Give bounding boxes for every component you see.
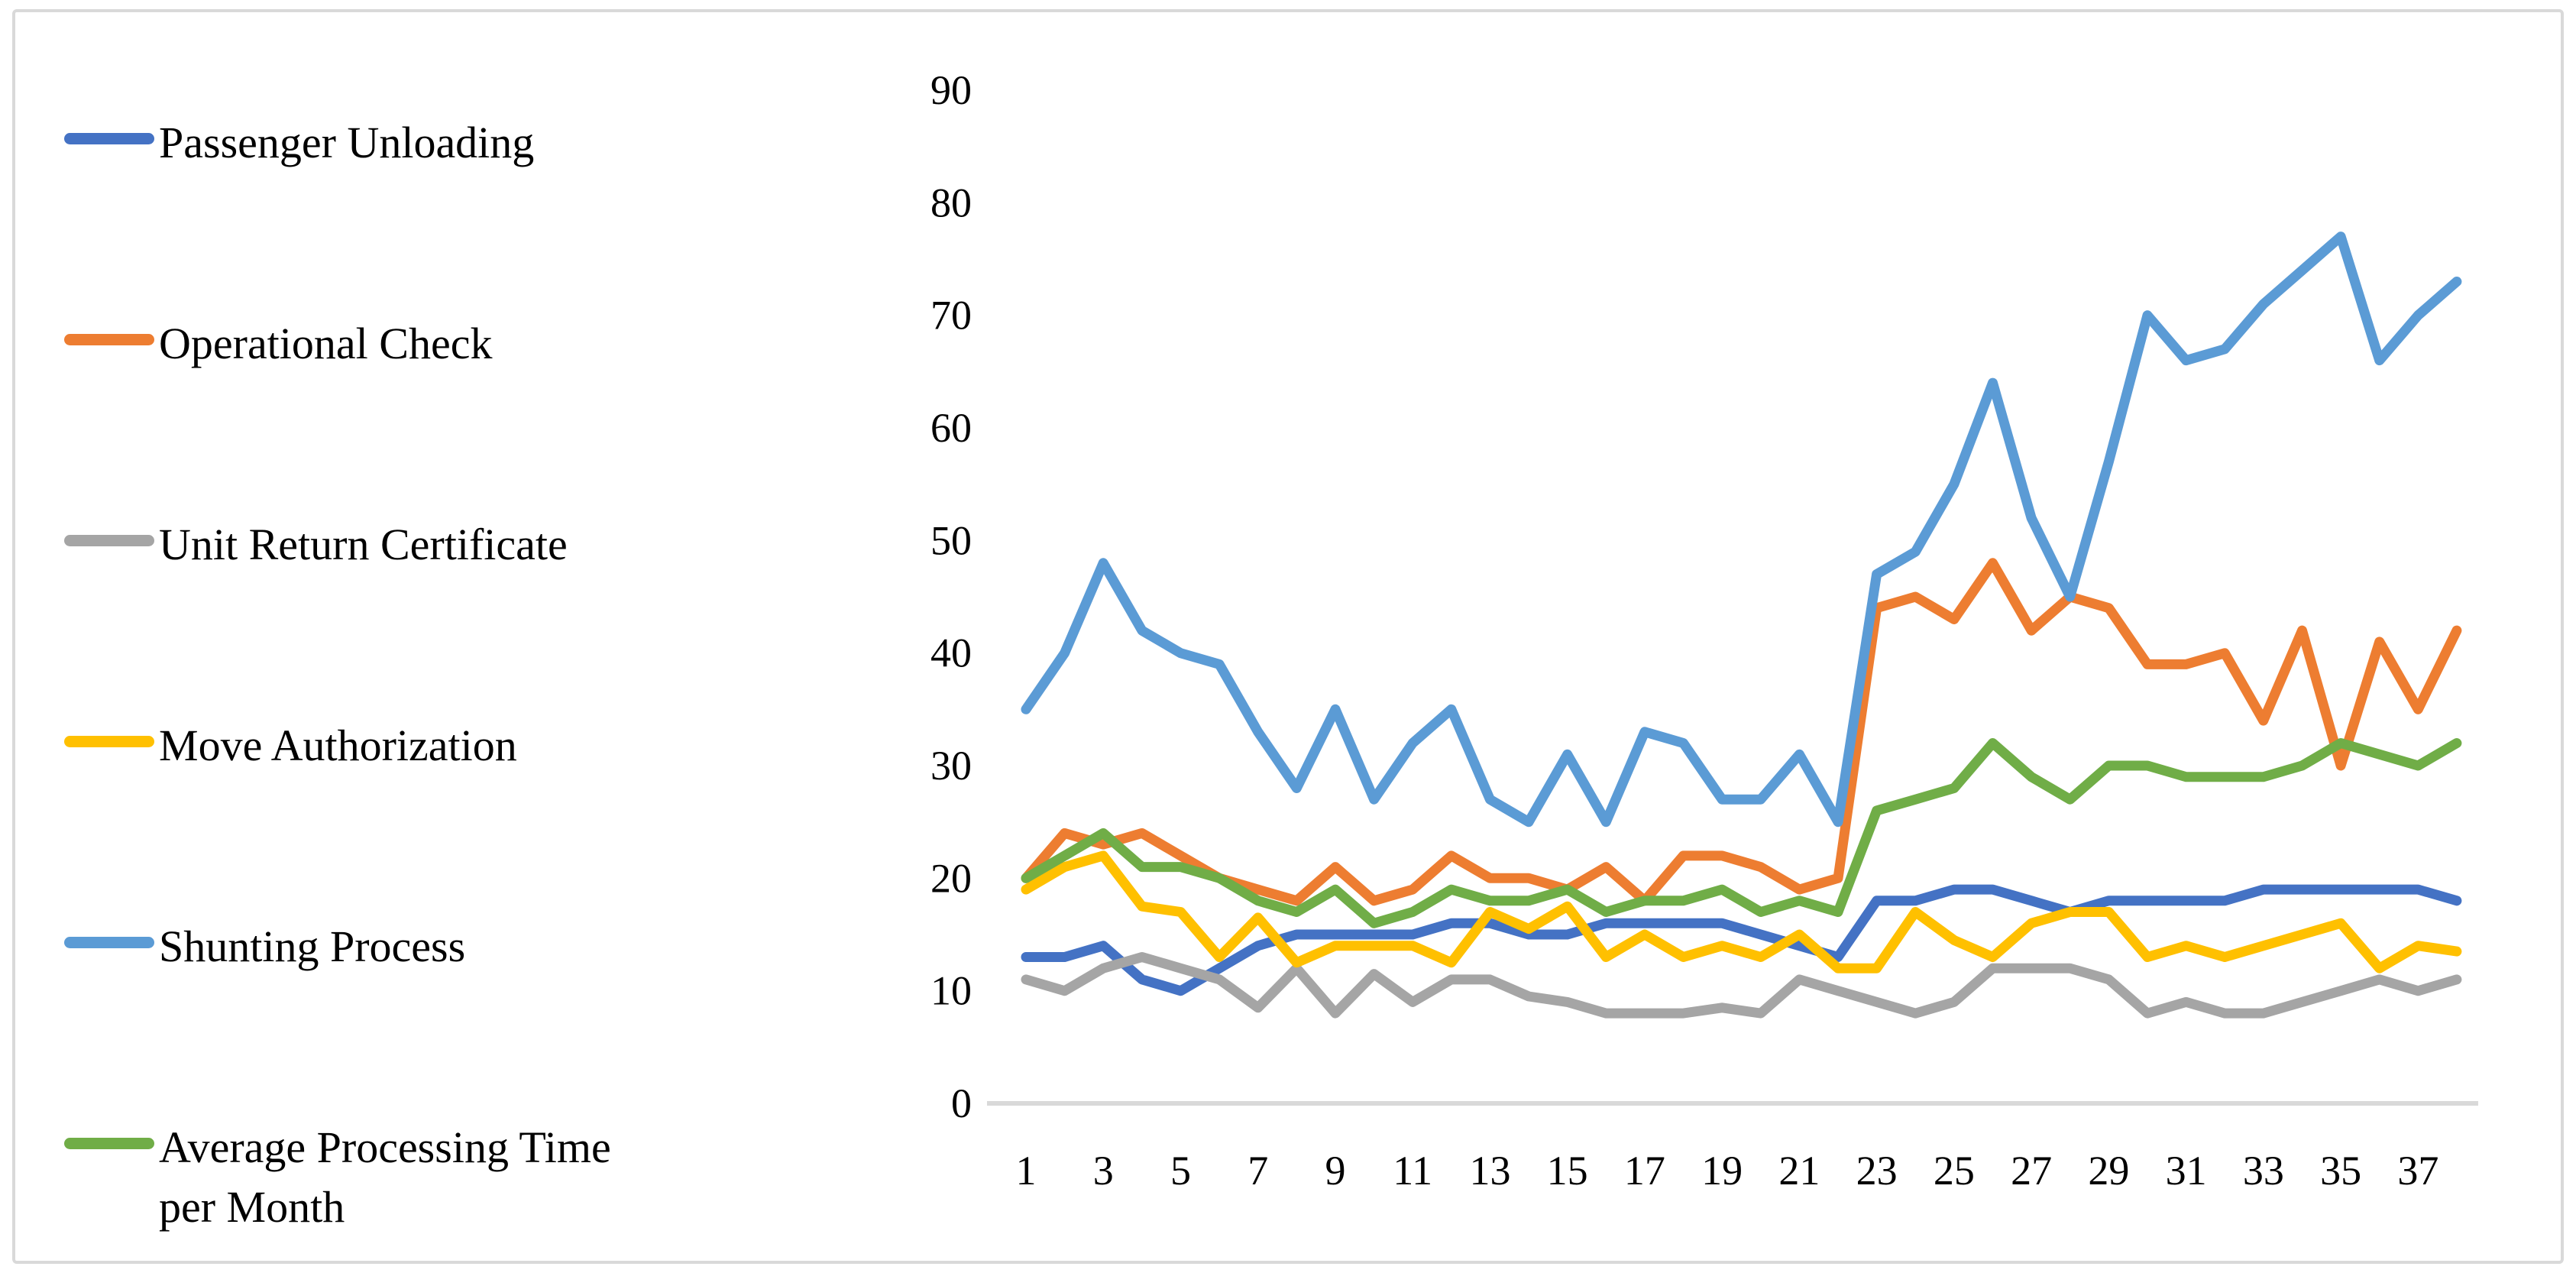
x-tick-label-29: 29 <box>2088 1148 2129 1194</box>
legend-swatch-icon <box>64 736 154 747</box>
x-tick-label-11: 11 <box>1393 1148 1432 1194</box>
x-tick-label-1: 1 <box>1016 1148 1037 1194</box>
y-axis-tick-labels: 90 80 70 60 50 40 30 20 10 0 <box>930 67 972 1126</box>
legend-swatch-icon <box>64 1138 154 1149</box>
legend-swatch-icon <box>64 535 154 546</box>
x-tick-label-3: 3 <box>1093 1148 1114 1194</box>
x-tick-label-35: 35 <box>2320 1148 2361 1194</box>
x-tick-label-17: 17 <box>1624 1148 1665 1194</box>
x-tick-label-19: 19 <box>1701 1148 1743 1194</box>
x-tick-label-25: 25 <box>1934 1148 1975 1194</box>
x-tick-label-15: 15 <box>1547 1148 1588 1194</box>
x-tick-label-23: 23 <box>1856 1148 1898 1194</box>
x-tick-label-31: 31 <box>2166 1148 2207 1194</box>
legend-swatch-icon <box>64 133 154 144</box>
x-tick-label-13: 13 <box>1469 1148 1510 1194</box>
series-line-unit-return-certificate <box>1021 952 2462 1019</box>
series-line-average-processing-time-per-month <box>1021 738 2462 928</box>
legend-item-shunting-process: Shunting Process <box>64 917 943 1118</box>
legend-swatch-icon <box>64 334 154 345</box>
series-line-shunting-process <box>1021 232 2462 828</box>
data-series-lines <box>1021 232 2462 1019</box>
y-tick-label-60: 60 <box>930 405 972 451</box>
series-line-passenger-unloading <box>1021 884 2462 996</box>
y-tick-label-70: 70 <box>930 293 972 338</box>
x-tick-label-37: 37 <box>2397 1148 2438 1194</box>
y-tick-label-90: 90 <box>930 67 972 113</box>
legend-label: Move Authorization <box>159 721 517 770</box>
x-tick-label-9: 9 <box>1325 1148 1345 1194</box>
x-tick-label-7: 7 <box>1248 1148 1268 1194</box>
y-tick-label-20: 20 <box>930 855 972 901</box>
legend-label: Shunting Process <box>159 922 466 971</box>
chart-legend: Passenger Unloading Operational Check Unit… <box>64 113 943 1237</box>
legend-item-unit-return-certificate: Unit Return Certificate <box>64 515 943 716</box>
y-tick-label-50: 50 <box>930 517 972 563</box>
figure-border <box>12 9 2564 1264</box>
legend-item-average-processing-time-per-month: Average Processing Time per Month <box>64 1118 943 1237</box>
legend-item-operational-check: Operational Check <box>64 314 943 515</box>
legend-label: Passenger Unloading <box>159 118 535 167</box>
x-tick-label-5: 5 <box>1170 1148 1191 1194</box>
legend-label: Operational Check <box>159 319 493 368</box>
legend-item-move-authorization: Move Authorization <box>64 716 943 917</box>
legend-label: Unit Return Certificate <box>159 520 568 569</box>
legend-item-passenger-unloading: Passenger Unloading <box>64 113 943 314</box>
x-tick-label-27: 27 <box>2011 1148 2052 1194</box>
y-tick-label-30: 30 <box>930 743 972 789</box>
legend-swatch-icon <box>64 937 154 948</box>
x-axis-tick-labels: 1 3 5 7 9 11 13 15 17 19 21 23 25 27 29 31 33 35 37 <box>1016 1148 2439 1194</box>
series-line-move-authorization <box>1021 850 2462 973</box>
y-tick-label-40: 40 <box>930 630 972 676</box>
x-tick-label-21: 21 <box>1778 1148 1820 1194</box>
y-tick-label-10: 10 <box>930 968 972 1014</box>
y-tick-label-80: 80 <box>930 180 972 225</box>
x-tick-label-33: 33 <box>2243 1148 2284 1194</box>
series-line-operational-check <box>1021 558 2462 906</box>
legend-label: Average Processing Time per Month <box>159 1122 611 1232</box>
y-tick-label-0: 0 <box>951 1080 972 1126</box>
